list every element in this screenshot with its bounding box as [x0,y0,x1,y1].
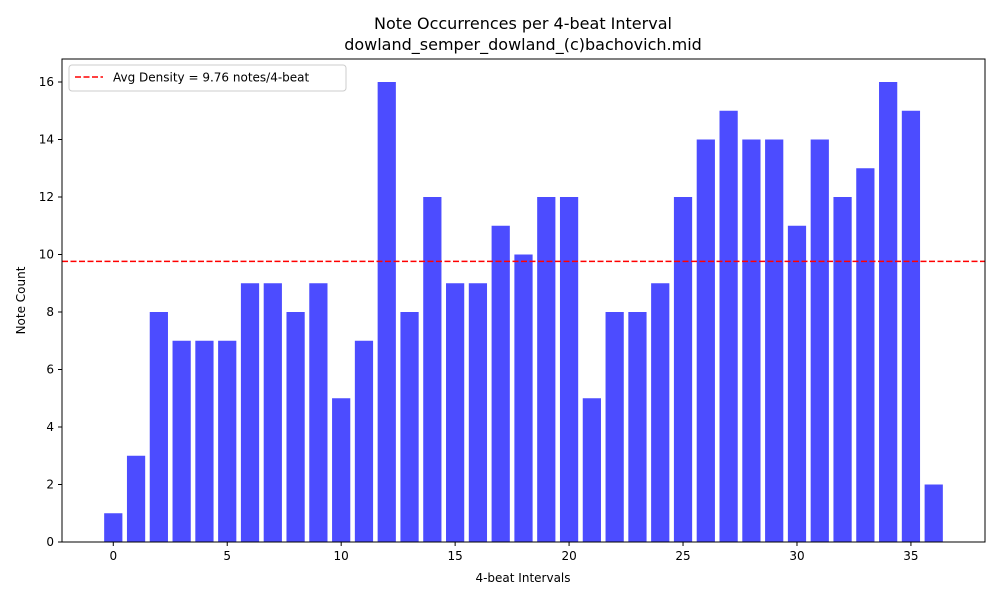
y-tick-label: 6 [46,363,54,377]
x-axis-ticks: 0 5 10 15 20 25 30 35 [109,542,919,563]
bar-interval-30 [787,225,807,542]
x-tick-label: 30 [789,549,804,563]
bar-interval-1 [126,455,146,542]
bar-interval-36 [924,484,943,542]
bar-interval-26 [696,139,715,542]
bar-interval-34 [879,82,898,542]
bar-interval-15 [446,283,465,542]
y-tick-label: 14 [39,133,54,147]
bar-interval-7 [263,283,282,542]
chart-title-line2: dowland_semper_dowland_(c)bachovich.mid [344,35,702,55]
bar-interval-19 [537,197,556,542]
legend-box [68,64,347,92]
bar-interval-2 [149,312,168,542]
y-tick-label: 0 [46,535,54,549]
plot-frame [61,58,986,543]
x-tick-label: 25 [675,549,690,563]
bar-interval-6 [240,283,260,542]
bar-interval-33 [856,168,875,542]
bar-interval-13 [400,312,419,542]
bar-interval-11 [354,340,374,542]
bar-interval-8 [286,312,305,542]
bar-interval-12 [377,82,396,542]
chart-title-line1: Note Occurrences per 4-beat Interval [374,14,672,33]
bar-interval-17 [491,225,510,542]
y-axis-label: Note Count [14,266,28,334]
x-tick-label: 20 [561,549,576,563]
y-axis-ticks: 0 2 4 6 8 10 12 14 16 [39,75,62,549]
legend-entry-average: Avg Density = 9.76 notes/4-beat [113,71,310,85]
bar-interval-27 [719,110,738,542]
bars-group [104,82,943,542]
y-tick-label: 2 [46,478,54,492]
bar-interval-25 [673,197,693,542]
bar-interval-32 [833,197,852,542]
x-tick-label: 15 [447,549,462,563]
bar-interval-5 [218,340,237,542]
bar-interval-3 [172,340,191,542]
bar-interval-0 [104,513,123,542]
x-tick-label: 35 [903,549,918,563]
x-tick-label: 5 [223,549,231,563]
bar-interval-21 [582,398,601,542]
bar-interval-23 [628,312,647,542]
y-tick-label: 10 [39,248,54,262]
bar-interval-10 [332,398,351,542]
bar-interval-31 [810,139,829,542]
x-tick-label: 0 [109,549,117,563]
legend: Avg Density = 9.76 notes/4-beat [68,64,347,92]
y-tick-label: 16 [39,75,54,89]
y-tick-label: 4 [46,420,54,434]
bar-interval-18 [514,254,533,542]
bar-interval-29 [765,139,784,542]
y-tick-label: 8 [46,305,54,319]
bar-interval-22 [605,312,624,542]
x-tick-label: 10 [334,549,349,563]
bar-interval-35 [901,110,921,542]
bar-interval-4 [195,340,214,542]
y-tick-label: 12 [39,190,54,204]
bar-interval-14 [423,197,442,542]
x-axis-label: 4-beat Intervals [475,571,570,585]
bar-interval-9 [309,283,328,542]
bar-interval-24 [651,283,670,542]
bar-interval-16 [468,283,488,542]
bar-interval-20 [559,197,579,542]
bar-interval-28 [742,139,761,542]
